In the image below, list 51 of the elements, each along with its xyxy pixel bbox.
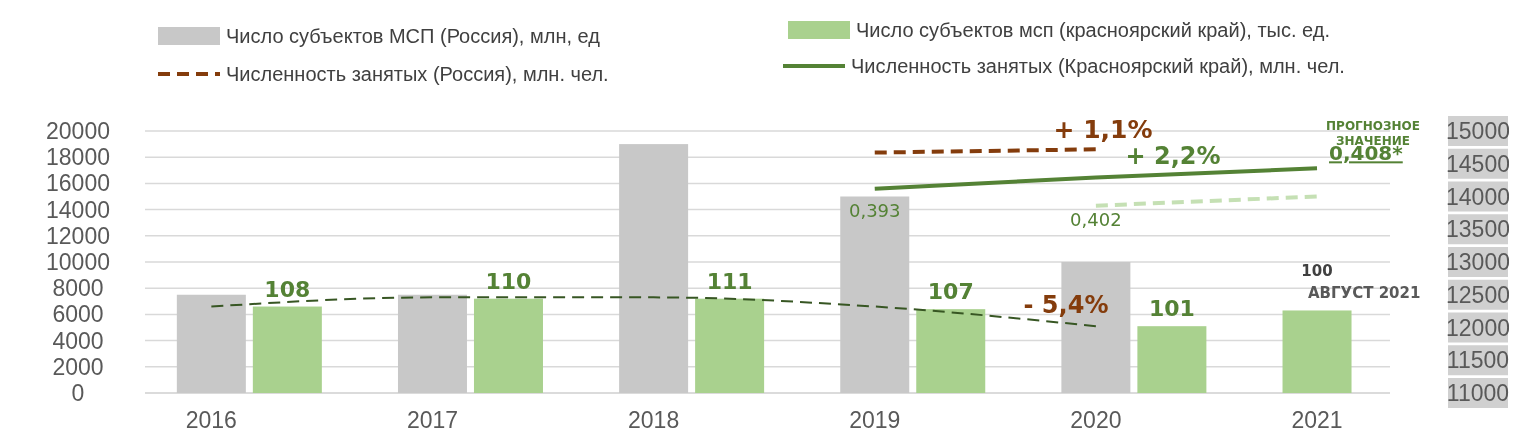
y-tick-label: 18000 bbox=[46, 144, 110, 171]
y2-tick-label: 15000 bbox=[1446, 118, 1510, 144]
annotation: + 1,1% bbox=[1053, 115, 1153, 144]
y2-tick-label: 11000 bbox=[1446, 380, 1510, 406]
bar bbox=[695, 298, 765, 393]
y2-tick-label: 14500 bbox=[1446, 150, 1510, 177]
bar bbox=[473, 298, 543, 393]
bar bbox=[252, 306, 322, 393]
annotation: 0,393 bbox=[848, 199, 901, 221]
y-tick-label: 6000 bbox=[52, 301, 104, 328]
bar bbox=[619, 144, 689, 393]
x-tick-label: 2020 bbox=[1070, 407, 1122, 433]
annotation: 101 bbox=[1148, 296, 1195, 322]
annotation: - 5,4% bbox=[1023, 291, 1109, 319]
y-tick-label: 8000 bbox=[52, 275, 104, 302]
annotation: АВГУСТ 2021 bbox=[1308, 284, 1421, 302]
bar bbox=[916, 309, 986, 393]
y2-tick-label: 14000 bbox=[1446, 183, 1510, 210]
x-tick-label: 2016 bbox=[185, 407, 237, 433]
y2-tick-label: 12000 bbox=[1446, 314, 1510, 341]
annotation: 0,402 bbox=[1070, 208, 1122, 230]
legend-label: Численность занятых (Красноярский край), млн. чел. bbox=[851, 55, 1345, 77]
y2-tick-label: 11500 bbox=[1446, 347, 1510, 374]
legend-label: Число субъектов МСП (Россия), млн, ед bbox=[226, 25, 601, 47]
bar bbox=[397, 294, 467, 393]
annotation: 100 bbox=[1301, 262, 1333, 280]
y-tick-label: 20000 bbox=[46, 118, 110, 144]
bar bbox=[176, 294, 246, 393]
x-tick-label: 2021 bbox=[1291, 407, 1343, 433]
bar bbox=[840, 196, 910, 393]
x-tick-label: 2017 bbox=[406, 407, 459, 433]
annotation: + 2,2% bbox=[1125, 142, 1221, 170]
bar bbox=[1137, 326, 1207, 393]
y-tick-label: 16000 bbox=[46, 170, 110, 197]
y-tick-label: 14000 bbox=[46, 196, 110, 223]
y-tick-label: 0 bbox=[71, 380, 85, 406]
x-tick-label: 2019 bbox=[849, 407, 901, 433]
y-tick-label: 12000 bbox=[46, 222, 110, 249]
y-tick-label: 4000 bbox=[52, 327, 104, 354]
annotation: 108 bbox=[264, 276, 311, 302]
x-tick-label: 2018 bbox=[628, 407, 680, 433]
y-tick-label: 10000 bbox=[46, 249, 110, 275]
y2-tick-label: 12500 bbox=[1446, 281, 1510, 308]
annotation: 110 bbox=[485, 268, 532, 294]
legend-label: Число субъектов мсп (красноярский край), тыс. ед. bbox=[856, 19, 1330, 41]
y-tick-label: 2000 bbox=[52, 353, 104, 380]
y2-tick-label: 13000 bbox=[1446, 249, 1510, 275]
annotation: 111 bbox=[706, 268, 753, 294]
annotation: 107 bbox=[927, 279, 974, 305]
legend-label: Численность занятых (Россия), млн. чел. bbox=[226, 63, 609, 85]
y2-tick-label: 13500 bbox=[1446, 216, 1510, 243]
